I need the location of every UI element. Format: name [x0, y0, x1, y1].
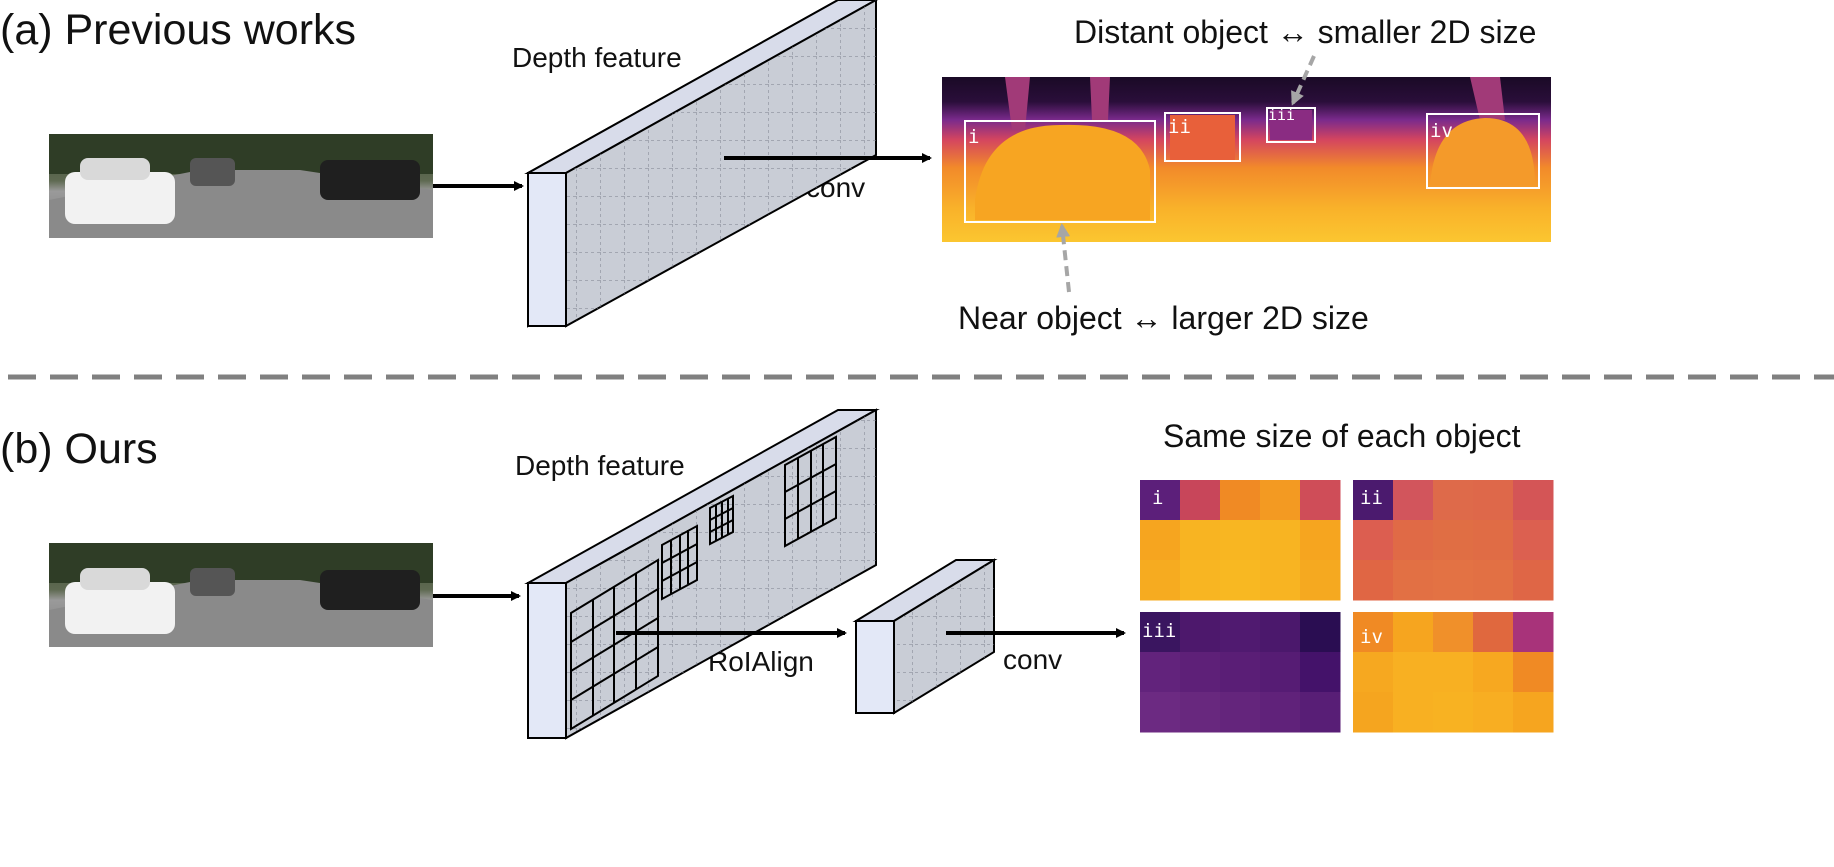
- patch-ii-cell: [1433, 520, 1474, 561]
- patch-iv-cell: [1393, 612, 1434, 653]
- patch-ii-cell: [1473, 520, 1514, 561]
- depth-feature-block-a: [524, 0, 879, 328]
- patch-i-cell: [1260, 480, 1301, 521]
- box-label-iv: iv: [1430, 120, 1453, 142]
- patch-i-cell: [1140, 480, 1181, 521]
- roi-grid-iii: [709, 494, 734, 546]
- distant-object-annotation: Distant object ↔ smaller 2D size: [1074, 14, 1537, 50]
- patch-i-cell: [1220, 480, 1261, 521]
- patch-iii-cell: [1220, 612, 1261, 653]
- patch-i-cell: [1300, 520, 1341, 561]
- patch-iii: [1140, 612, 1341, 733]
- distant-annotation-arrow: [1291, 55, 1316, 106]
- patch-ii-cell: [1513, 560, 1554, 601]
- panel-a-feature-label: Depth feature: [512, 42, 682, 73]
- roi-grid-i: [570, 558, 659, 731]
- patch-iv-cell: [1473, 612, 1514, 653]
- patch-iii-cell: [1180, 652, 1221, 693]
- patch-iii-cell: [1260, 612, 1301, 653]
- patch-i-cell: [1300, 480, 1341, 521]
- patch-iv-cell: [1393, 692, 1434, 733]
- patch-iv-cell: [1353, 692, 1394, 733]
- depth-map-a: [942, 77, 1551, 242]
- patch-i-cell: [1180, 480, 1221, 521]
- patch-iv-cell: [1353, 652, 1394, 693]
- patch-iii-cell: [1140, 612, 1181, 653]
- patch-iii-cell: [1180, 692, 1221, 733]
- box-iii-distant: [1266, 107, 1316, 143]
- patch-iii-cell: [1260, 652, 1301, 693]
- patch-iv-cell: [1433, 612, 1474, 653]
- patch-iv-cell: [1433, 652, 1474, 693]
- patch-ii-cell: [1473, 560, 1514, 601]
- patch-i: [1140, 480, 1341, 601]
- patch-label-iii: iii: [1142, 620, 1177, 642]
- patch-iv-cell: [1393, 652, 1434, 693]
- patch-iv-cell: [1473, 692, 1514, 733]
- patch-iii-cell: [1300, 692, 1341, 733]
- patch-ii-cell: [1353, 560, 1394, 601]
- street-photo-b: [49, 543, 433, 647]
- roi-grid-ii: [661, 524, 698, 601]
- patch-label-iv: iv: [1360, 626, 1383, 648]
- box-label-ii: ii: [1168, 116, 1191, 138]
- patch-i-cell: [1260, 520, 1301, 561]
- panel-b-conv-label: conv: [1003, 644, 1063, 675]
- panel-b-feature-label: Depth feature: [515, 450, 685, 481]
- box-i-near: [964, 120, 1156, 223]
- patch-iii-cell: [1300, 612, 1341, 653]
- patch-ii-cell: [1393, 480, 1434, 521]
- patch-iii-cell: [1140, 692, 1181, 733]
- patch-iv-cell: [1513, 652, 1554, 693]
- patch-label-i: i: [1152, 487, 1164, 509]
- patch-i-cell: [1260, 560, 1301, 601]
- patch-ii-cell: [1393, 560, 1434, 601]
- panel-b-title: (b) Ours: [0, 425, 158, 473]
- patch-iv-cell: [1353, 612, 1394, 653]
- patch-ii-cell: [1433, 560, 1474, 601]
- patch-ii-cell: [1353, 480, 1394, 521]
- box-iv: [1426, 113, 1540, 189]
- patch-i-cell: [1220, 560, 1261, 601]
- street-photo-a: [49, 134, 433, 238]
- patch-ii-cell: [1513, 520, 1554, 561]
- patch-iii-cell: [1260, 692, 1301, 733]
- panel-a-title: (a) Previous works: [0, 6, 357, 54]
- patch-i-cell: [1300, 560, 1341, 601]
- patch-iii-cell: [1140, 652, 1181, 693]
- near-annotation-arrow: [1056, 223, 1071, 293]
- near-object-annotation: Near object ↔ larger 2D size: [958, 300, 1369, 336]
- box-ii: [1164, 112, 1241, 162]
- patch-iv-cell: [1513, 692, 1554, 733]
- patch-iii-cell: [1300, 652, 1341, 693]
- patch-iii-cell: [1220, 692, 1261, 733]
- roialign-label: RoIAlign: [708, 646, 814, 677]
- patch-iv: [1353, 612, 1554, 733]
- patch-iv-cell: [1433, 692, 1474, 733]
- object-patches: [1140, 480, 1554, 733]
- patch-iii-cell: [1180, 612, 1221, 653]
- patch-iii-cell: [1220, 652, 1261, 693]
- patch-i-cell: [1220, 520, 1261, 561]
- small-feature-block: [852, 558, 998, 715]
- roi-grid-iv: [784, 435, 837, 548]
- box-label-i: i: [968, 126, 980, 148]
- patch-i-cell: [1180, 520, 1221, 561]
- patch-ii-cell: [1393, 520, 1434, 561]
- patch-i-cell: [1140, 560, 1181, 601]
- patch-iv-cell: [1473, 652, 1514, 693]
- output-title: Same size of each object: [1163, 418, 1521, 454]
- box-label-iii: iii: [1268, 106, 1296, 124]
- patch-ii: [1353, 480, 1554, 601]
- patch-i-cell: [1140, 520, 1181, 561]
- patch-i-cell: [1180, 560, 1221, 601]
- patch-ii-cell: [1513, 480, 1554, 521]
- patch-iv-cell: [1513, 612, 1554, 653]
- patch-ii-cell: [1433, 480, 1474, 521]
- patch-ii-cell: [1353, 520, 1394, 561]
- patch-label-ii: ii: [1360, 487, 1383, 509]
- patch-ii-cell: [1473, 480, 1514, 521]
